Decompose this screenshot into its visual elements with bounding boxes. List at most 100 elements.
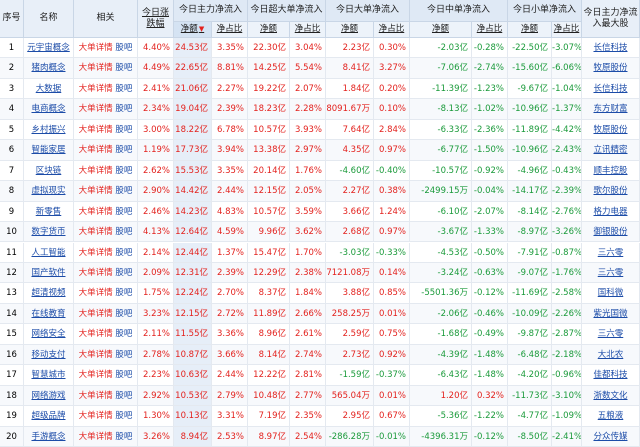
- top-stock-link[interactable]: 格力电器: [582, 201, 640, 223]
- table-row[interactable]: 4 电商概念 大单详情 股吧 2.34% 19.04亿 2.39% 18.23亿 2.28% 8…: [0, 99, 640, 120]
- big-order-detail-link[interactable]: 大单详情: [78, 247, 113, 258]
- table-row[interactable]: 2 猪肉概念 大单详情 股吧 4.49% 22.65亿 8.81% 14.25亿 5.54% 8…: [0, 58, 640, 79]
- big-order-detail-link[interactable]: 大单详情: [78, 329, 113, 340]
- header-net-ratio-mdr[interactable]: 净占比: [472, 22, 508, 38]
- table-row[interactable]: 10 数字货币 大单详情 股吧 4.13% 12.64亿 4.59% 9.96亿 3.62% 2…: [0, 222, 640, 243]
- top-stock-link[interactable]: 大北农: [582, 344, 640, 366]
- top-stock-link[interactable]: 三六零: [582, 324, 640, 345]
- stock-forum-link[interactable]: 股吧: [115, 267, 133, 278]
- top-stock-link[interactable]: 立讯精密: [582, 140, 640, 161]
- sector-name-link[interactable]: 超清视频: [24, 283, 74, 304]
- header-net-amount-sm[interactable]: 净额: [508, 22, 552, 38]
- sector-name-link[interactable]: 区块链: [24, 160, 74, 182]
- header-change-pct[interactable]: 今日涨跌幅: [138, 0, 174, 38]
- top-stock-link[interactable]: 长信科技: [582, 78, 640, 100]
- table-row[interactable]: 3 大数据 大单详情 股吧 2.41% 21.06亿 2.27% 19.22亿 2.07% 1.…: [0, 78, 640, 100]
- sector-name-link[interactable]: 智慧城市: [24, 365, 74, 386]
- big-order-detail-link[interactable]: 大单详情: [78, 104, 113, 115]
- sort-desc-icon[interactable]: ▼: [198, 25, 205, 33]
- header-name[interactable]: 名称: [24, 0, 74, 38]
- top-stock-link[interactable]: 三六零: [582, 242, 640, 263]
- table-row[interactable]: 1 元宇宙概念 大单详情 股吧 4.40% 24.53亿 3.35% 22.30亿 3.04%…: [0, 38, 640, 59]
- stock-forum-link[interactable]: 股吧: [115, 308, 133, 319]
- table-row[interactable]: 8 虚拟现实 大单详情 股吧 2.90% 14.42亿 2.44% 12.15亿 2.05% 2…: [0, 181, 640, 202]
- stock-forum-link[interactable]: 股吧: [115, 145, 133, 156]
- sector-name-link[interactable]: 猪肉概念: [24, 58, 74, 79]
- big-order-detail-link[interactable]: 大单详情: [78, 227, 113, 238]
- top-stock-link[interactable]: 御银股份: [582, 222, 640, 243]
- header-net-amount-b[interactable]: 净额: [326, 22, 374, 38]
- big-order-detail-link[interactable]: 大单详情: [78, 390, 113, 401]
- big-order-detail-link[interactable]: 大单详情: [78, 267, 113, 278]
- stock-forum-link[interactable]: 股吧: [115, 83, 133, 94]
- sector-name-link[interactable]: 新零售: [24, 201, 74, 223]
- top-stock-link[interactable]: 顺丰控股: [582, 160, 640, 182]
- header-net-amount-md[interactable]: 净额: [410, 22, 472, 38]
- sector-name-link[interactable]: 人工智能: [24, 242, 74, 263]
- sector-name-link[interactable]: 虚拟现实: [24, 181, 74, 202]
- stock-forum-link[interactable]: 股吧: [115, 247, 133, 258]
- header-index[interactable]: 序号: [0, 0, 24, 38]
- big-order-detail-link[interactable]: 大单详情: [78, 431, 113, 442]
- sector-name-link[interactable]: 超级品牌: [24, 406, 74, 427]
- stock-forum-link[interactable]: 股吧: [115, 124, 133, 135]
- stock-forum-link[interactable]: 股吧: [115, 227, 133, 238]
- sector-name-link[interactable]: 国产软件: [24, 262, 74, 284]
- table-row[interactable]: 20 手游概念 大单详情 股吧 3.26% 8.94亿 2.53% 8.97亿 2.54% -2…: [0, 426, 640, 447]
- table-row[interactable]: 9 新零售 大单详情 股吧 2.46% 14.23亿 4.83% 10.57亿 3.59% 3.…: [0, 201, 640, 223]
- big-order-detail-link[interactable]: 大单详情: [78, 288, 113, 299]
- stock-forum-link[interactable]: 股吧: [115, 329, 133, 340]
- big-order-detail-link[interactable]: 大单详情: [78, 83, 113, 94]
- sector-name-link[interactable]: 智能家居: [24, 140, 74, 161]
- big-order-detail-link[interactable]: 大单详情: [78, 63, 113, 74]
- big-order-detail-link[interactable]: 大单详情: [78, 43, 113, 53]
- top-stock-link[interactable]: 长信科技: [582, 38, 640, 59]
- stock-forum-link[interactable]: 股吧: [115, 390, 133, 401]
- header-net-amount-s[interactable]: 净额: [248, 22, 290, 38]
- table-row[interactable]: 15 网络安全 大单详情 股吧 2.11% 11.55亿 3.36% 8.96亿 2.61% 2…: [0, 324, 640, 345]
- big-order-detail-link[interactable]: 大单详情: [78, 124, 113, 135]
- stock-forum-link[interactable]: 股吧: [115, 63, 133, 74]
- stock-forum-link[interactable]: 股吧: [115, 411, 133, 422]
- top-stock-link[interactable]: 歌尔股份: [582, 181, 640, 202]
- stock-forum-link[interactable]: 股吧: [115, 165, 133, 176]
- table-row[interactable]: 6 智能家居 大单详情 股吧 1.19% 17.73亿 3.94% 13.38亿 2.97% 4…: [0, 140, 640, 161]
- sector-name-link[interactable]: 数字货币: [24, 222, 74, 243]
- stock-forum-link[interactable]: 股吧: [115, 431, 133, 442]
- stock-forum-link[interactable]: 股吧: [115, 370, 133, 381]
- big-order-detail-link[interactable]: 大单详情: [78, 349, 113, 360]
- top-stock-link[interactable]: 牧原股份: [582, 119, 640, 141]
- header-net-ratio-br[interactable]: 净占比: [374, 22, 410, 38]
- sector-name-link[interactable]: 网络安全: [24, 324, 74, 345]
- top-stock-link[interactable]: 紫光国微: [582, 303, 640, 325]
- stock-forum-link[interactable]: 股吧: [115, 349, 133, 360]
- stock-forum-link[interactable]: 股吧: [115, 288, 133, 299]
- top-stock-link[interactable]: 三六零: [582, 262, 640, 284]
- big-order-detail-link[interactable]: 大单详情: [78, 206, 113, 217]
- sector-name-link[interactable]: 大数据: [24, 78, 74, 100]
- big-order-detail-link[interactable]: 大单详情: [78, 186, 113, 197]
- stock-forum-link[interactable]: 股吧: [115, 206, 133, 217]
- stock-forum-link[interactable]: 股吧: [115, 104, 133, 115]
- sector-name-link[interactable]: 手游概念: [24, 426, 74, 447]
- sector-name-link[interactable]: 电商概念: [24, 99, 74, 120]
- table-row[interactable]: 17 智慧城市 大单详情 股吧 2.23% 10.63亿 2.44% 12.22亿 2.81%…: [0, 365, 640, 386]
- big-order-detail-link[interactable]: 大单详情: [78, 370, 113, 381]
- table-row[interactable]: 19 超级品牌 大单详情 股吧 1.30% 10.13亿 3.31% 7.19亿 2.35% 2…: [0, 406, 640, 427]
- table-row[interactable]: 18 网络游戏 大单详情 股吧 2.92% 10.53亿 2.79% 10.48亿 2.77%…: [0, 385, 640, 407]
- table-row[interactable]: 11 人工智能 大单详情 股吧 2.14% 12.44亿 1.37% 15.47亿 1.70%…: [0, 242, 640, 263]
- sector-name-link[interactable]: 网络游戏: [24, 385, 74, 407]
- table-row[interactable]: 12 国产软件 大单详情 股吧 2.09% 12.31亿 2.39% 12.29亿 2.38%…: [0, 262, 640, 284]
- table-row[interactable]: 5 乡村振兴 大单详情 股吧 3.00% 18.22亿 6.78% 10.57亿 3.93% 7…: [0, 119, 640, 141]
- top-stock-link[interactable]: 五粮液: [582, 406, 640, 427]
- big-order-detail-link[interactable]: 大单详情: [78, 145, 113, 156]
- sector-name-link[interactable]: 乡村振兴: [24, 119, 74, 141]
- stock-forum-link[interactable]: 股吧: [115, 43, 133, 53]
- stock-forum-link[interactable]: 股吧: [115, 186, 133, 197]
- table-row[interactable]: 14 在线教育 大单详情 股吧 3.23% 12.15亿 2.72% 11.89亿 2.66%…: [0, 303, 640, 325]
- big-order-detail-link[interactable]: 大单详情: [78, 308, 113, 319]
- top-stock-link[interactable]: 国科微: [582, 283, 640, 304]
- top-stock-link[interactable]: 佳都科技: [582, 365, 640, 386]
- header-net-ratio-mr[interactable]: 净占比: [212, 22, 248, 38]
- sector-name-link[interactable]: 在线教育: [24, 303, 74, 325]
